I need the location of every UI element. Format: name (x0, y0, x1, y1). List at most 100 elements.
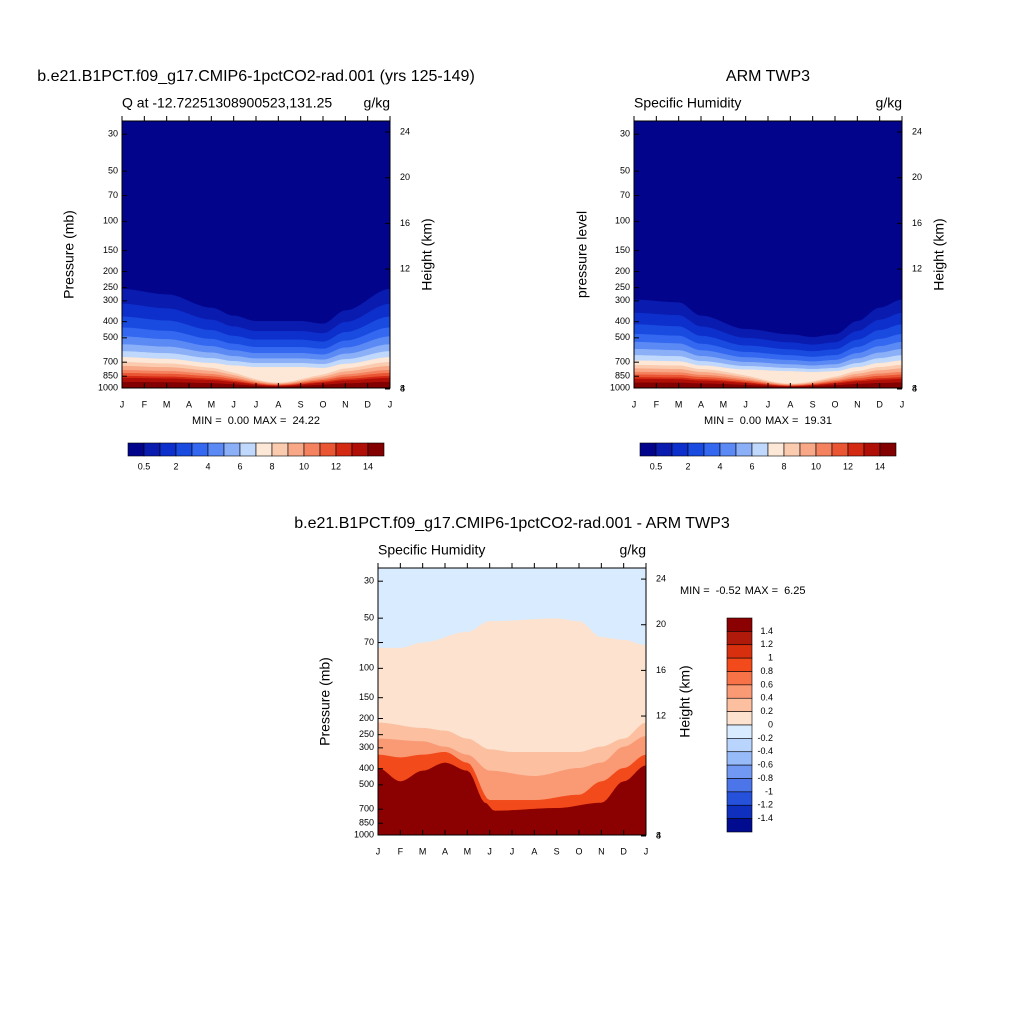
left-string: Specific Humidity (378, 542, 485, 558)
x-tick-label: J (231, 399, 236, 409)
colorbar-label: 1.4 (760, 626, 773, 636)
y-tick-label: 70 (620, 190, 630, 200)
x-tick-label: A (531, 846, 537, 856)
x-tick-label: M (720, 399, 728, 409)
colorbar-box (863, 442, 881, 457)
max-label: MAX = (253, 415, 286, 427)
x-tick-label: O (319, 399, 326, 409)
colorbar-box (127, 442, 145, 457)
colorbar-label: 2 (685, 461, 690, 471)
colorbar-box (687, 442, 705, 457)
y-tick-label: 250 (615, 282, 630, 292)
colorbar-label: 2 (173, 461, 178, 471)
colorbar-box (143, 442, 161, 457)
y2-tick-label: 4 (400, 383, 405, 393)
x-tick-label: N (598, 846, 605, 856)
colorbar-box (726, 671, 753, 686)
colorbar-label: 0.4 (760, 693, 773, 703)
y-tick-label: 100 (103, 216, 118, 226)
colorbar-box (719, 442, 737, 457)
colorbar-label: -1.2 (757, 800, 773, 810)
y2-tick-label: 24 (400, 126, 410, 136)
y2-tick-label: 8 (912, 383, 917, 393)
min-value: -0.52 (716, 585, 741, 597)
y2-tick-label: 4 (912, 383, 917, 393)
colorbar-label: -0.4 (757, 746, 773, 756)
y-tick-label: 400 (103, 316, 118, 326)
y-axis-label: pressure level (574, 211, 590, 298)
y2-tick-label: 16 (400, 218, 410, 228)
colorbar-box (726, 711, 753, 726)
min-label: MIN = (680, 585, 710, 597)
colorbar-box (815, 442, 833, 457)
right-string: g/kg (364, 95, 390, 111)
colorbar-box (726, 724, 753, 739)
y-tick-label: 700 (615, 357, 630, 367)
x-tick-label: J (376, 846, 381, 856)
y-tick-label: 500 (615, 332, 630, 342)
y-tick-label: 300 (103, 295, 118, 305)
colorbar-box (726, 791, 753, 806)
y2-tick-label: 24 (912, 126, 922, 136)
colorbar-label: 1.2 (760, 639, 773, 649)
x-tick-label: M (163, 399, 171, 409)
min-max: MIN = -0.52 MAX = 6.25 (680, 585, 805, 597)
y-tick-label: 1000 (610, 382, 630, 392)
min-value: 0.00 (740, 415, 761, 427)
colorbar-label: 8 (269, 461, 274, 471)
colorbar-label: 12 (843, 461, 853, 471)
colorbar-box (207, 442, 225, 457)
x-tick-label: J (644, 846, 649, 856)
colorbar-box (335, 442, 353, 457)
colorbar-box (671, 442, 689, 457)
x-tick-label: M (464, 846, 472, 856)
colorbar-label: 12 (331, 461, 341, 471)
y-tick-label: 250 (359, 729, 374, 739)
y-tick-label: 30 (620, 129, 630, 139)
min-label: MIN = (704, 415, 734, 427)
x-tick-label: O (831, 399, 838, 409)
y2-tick-label: 8 (656, 830, 661, 840)
y-tick-label: 50 (364, 613, 374, 623)
y-tick-label: 30 (108, 129, 118, 139)
y-tick-label: 200 (103, 266, 118, 276)
y-tick-label: 850 (359, 818, 374, 828)
colorbar-label: 6 (749, 461, 754, 471)
y-tick-label: 150 (103, 245, 118, 255)
y-tick-label: 100 (615, 216, 630, 226)
y2-tick-label: 20 (656, 619, 666, 629)
colorbar-label: 10 (811, 461, 821, 471)
colorbar-box (726, 738, 753, 753)
colorbar-box (271, 442, 289, 457)
x-tick-label: J (120, 399, 125, 409)
colorbar-box (799, 442, 817, 457)
colorbar-label: -0.2 (757, 733, 773, 743)
y-axis-label: Pressure (mb) (317, 657, 333, 746)
colorbar-label: 0.5 (650, 461, 663, 471)
x-tick-label: M (208, 399, 216, 409)
left-string: Specific Humidity (634, 95, 741, 111)
y-tick-label: 400 (359, 763, 374, 773)
y-tick-label: 200 (359, 713, 374, 723)
x-tick-label: J (766, 399, 771, 409)
x-tick-label: N (854, 399, 861, 409)
colorbar-label: 8 (781, 461, 786, 471)
colorbar-box (287, 442, 305, 457)
left-string: Q at -12.72251308900523,131.25 (122, 95, 332, 111)
y-tick-label: 50 (620, 166, 630, 176)
colorbar-label: 6 (237, 461, 242, 471)
y2-tick-label: 16 (656, 665, 666, 675)
colorbar-box (879, 442, 897, 457)
y-tick-label: 150 (359, 692, 374, 702)
colorbar-label: -1.4 (757, 813, 773, 823)
colorbar-label: -0.8 (757, 773, 773, 783)
x-tick-label: D (364, 399, 371, 409)
y2-tick-label: 24 (656, 573, 666, 583)
panel-title: b.e21.B1PCT.f09_g17.CMIP6-1pctCO2-rad.00… (294, 515, 730, 532)
colorbar-box (175, 442, 193, 457)
x-tick-label: N (342, 399, 349, 409)
x-tick-label: D (620, 846, 627, 856)
colorbar-box (726, 644, 753, 659)
colorbar-box (726, 631, 753, 646)
y-tick-label: 400 (615, 316, 630, 326)
